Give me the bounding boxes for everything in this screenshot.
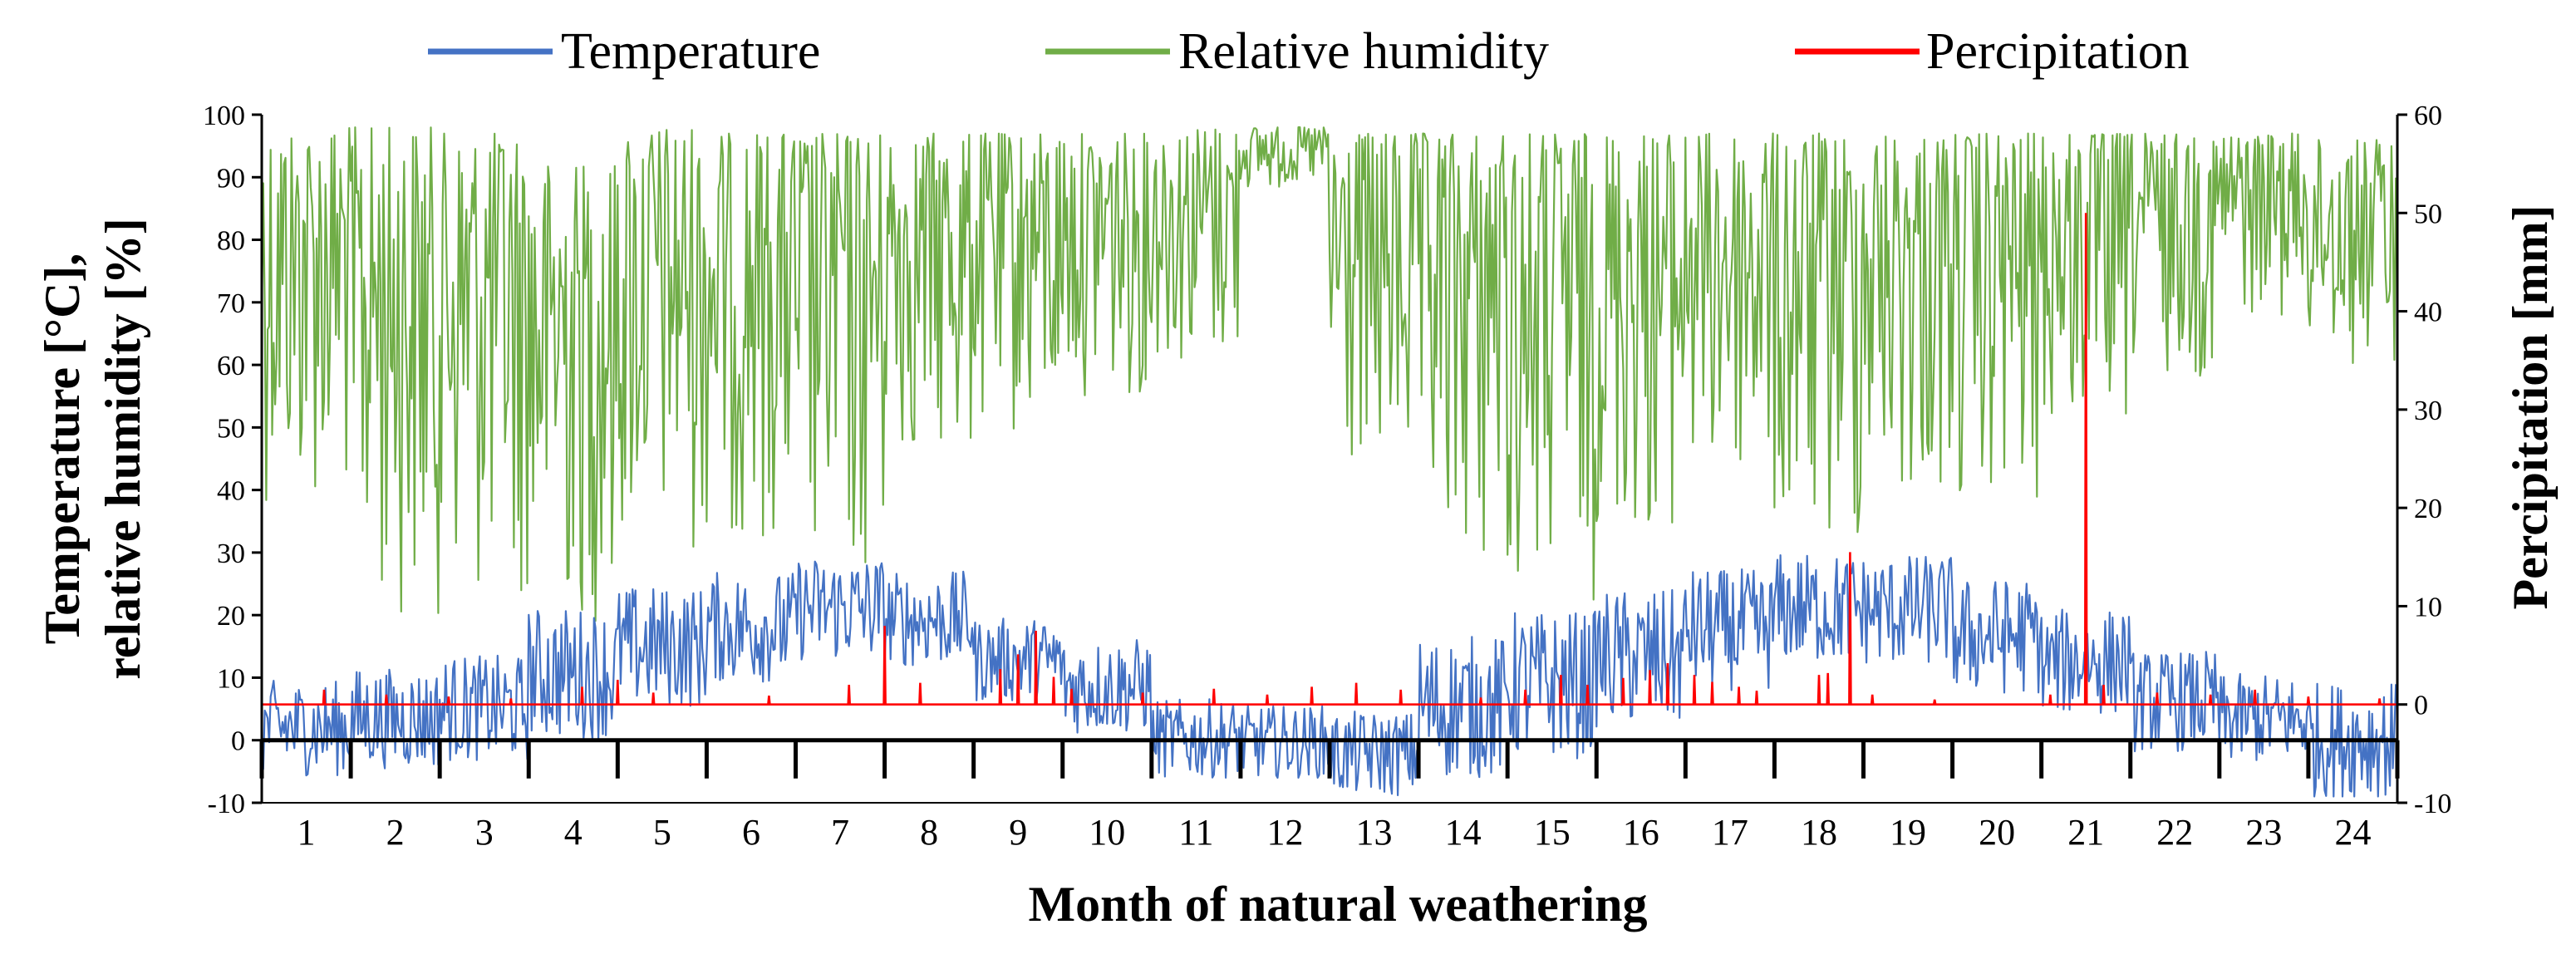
x-tick-label: 24 [2334, 812, 2371, 853]
series-line-precipitation [262, 213, 2397, 706]
x-tick-label: 11 [1178, 812, 1213, 853]
x-tick-label: 9 [1009, 812, 1027, 853]
y-tick-label-left: 0 [231, 726, 245, 757]
plot-area [260, 126, 2397, 798]
series-line-humidity [260, 126, 2397, 622]
x-tick-label: 18 [1801, 812, 1837, 853]
y-tick-label-left: -10 [208, 789, 245, 819]
x-tick-label: 16 [1623, 812, 1659, 853]
x-tick-label: 19 [1890, 812, 1926, 853]
x-tick-label: 13 [1356, 812, 1393, 853]
legend-label-humidity: Relative humidity [1178, 23, 1549, 80]
x-tick-label: 10 [1089, 812, 1125, 853]
y-axis-title-left: Temperature [°C], relative humidity [%] [35, 218, 150, 680]
y-axis-title-line-1: Temperature [°C], [35, 253, 90, 645]
x-tick-label: 12 [1266, 812, 1303, 853]
y-axis-title-right: Percipitation [mm] [2503, 204, 2558, 609]
x-tick-label: 22 [2156, 812, 2193, 853]
x-tick-label: 23 [2245, 812, 2282, 853]
x-tick-label: 4 [564, 812, 583, 853]
x-tick-label: 5 [653, 812, 671, 853]
x-tick-label: 6 [742, 812, 760, 853]
legend-entry-temperature: Temperature [428, 23, 820, 80]
y-tick-label-left: 40 [217, 476, 245, 507]
x-tick-label: 17 [1712, 812, 1748, 853]
legend-label-temperature: Temperature [561, 23, 820, 80]
x-tick-label: 7 [831, 812, 849, 853]
legend-entry-humidity: Relative humidity [1045, 23, 1549, 80]
y-tick-label-right: 20 [2414, 494, 2442, 524]
y-tick-label-left: 80 [217, 226, 245, 257]
legend-label-precipitation: Percipitation [1926, 23, 2190, 80]
y-tick-label-right: 10 [2414, 592, 2442, 622]
x-tick-label: 15 [1534, 812, 1571, 853]
y-tick-label-right: 0 [2414, 691, 2428, 721]
legend: Temperature Relative humidity Percipitat… [428, 23, 2190, 80]
x-tick-label: 14 [1445, 812, 1482, 853]
x-tick-label: 3 [475, 812, 494, 853]
y-tick-label-left: 100 [203, 101, 245, 131]
x-tick-label: 20 [1979, 812, 2015, 853]
y-tick-label-right: 60 [2414, 101, 2442, 131]
y-tick-label-left: 30 [217, 539, 245, 569]
axes: -10 0 10 20 30 40 50 60 70 80 90 100 -10 0 10 20 30 40 50 6… [203, 101, 2451, 853]
y-axis-title-line-2: relative humidity [%] [96, 218, 150, 680]
x-axis-title: Month of natural weathering [1029, 877, 1648, 932]
y-tick-label-right: 50 [2414, 199, 2442, 229]
y-tick-label-right: -10 [2414, 789, 2451, 819]
x-tick-label: 21 [2067, 812, 2104, 853]
y-tick-label-left: 60 [217, 351, 245, 381]
legend-entry-precipitation: Percipitation [1795, 23, 2190, 80]
x-tick-label: 8 [920, 812, 938, 853]
x-tick-label: 1 [297, 812, 316, 853]
y-tick-label-right: 40 [2414, 298, 2442, 328]
y-tick-label-left: 70 [217, 288, 245, 319]
y-tick-label-left: 90 [217, 163, 245, 194]
y-tick-label-left: 50 [217, 413, 245, 444]
y-tick-label-left: 10 [217, 663, 245, 694]
x-tick-label: 2 [386, 812, 405, 853]
y-tick-label-right: 30 [2414, 396, 2442, 426]
y-tick-label-left: 20 [217, 601, 245, 632]
